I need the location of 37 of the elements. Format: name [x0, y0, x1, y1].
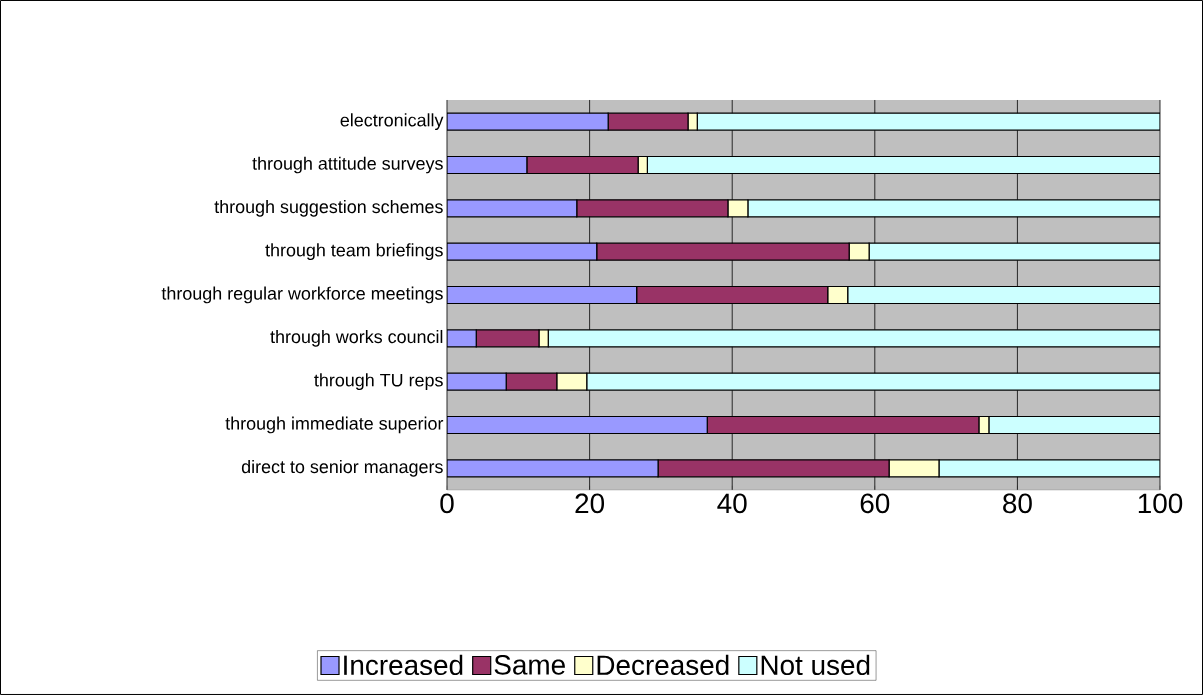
y-tick-label: through works council [270, 329, 443, 347]
bar [447, 112, 609, 131]
bar [747, 199, 1161, 218]
legend-label: Not used [761, 654, 870, 676]
x-tick-label: 100 [1138, 493, 1183, 514]
x-tick-label: 60 [860, 493, 890, 514]
legend-label: Same [494, 655, 565, 675]
x-tick-label: 40 [717, 493, 747, 514]
y-tick-label: electronically [340, 113, 444, 131]
bar [447, 459, 659, 478]
bar [696, 112, 1161, 131]
x-tick-label: 80 [1003, 493, 1032, 514]
x-tick-label: 20 [575, 493, 605, 514]
y-tick-label: through regular workforce meetings [161, 286, 443, 304]
bar [447, 242, 598, 261]
bar [447, 329, 477, 348]
bar [847, 285, 1161, 305]
y-tick-label: through attitude surveys [252, 156, 443, 174]
bar [447, 415, 708, 435]
bar [988, 415, 1161, 435]
bar [447, 155, 528, 175]
bar [447, 199, 578, 218]
y-tick-label: through TU reps [314, 373, 443, 391]
bar [547, 329, 1161, 348]
x-tick-label: 0 [440, 493, 454, 514]
bar [447, 372, 507, 391]
y-tick-label: through team briefings [265, 243, 443, 261]
bar [586, 372, 1161, 391]
y-tick-label: through immediate superior [225, 416, 444, 434]
bar [938, 459, 1161, 478]
legend-label: Decreased [597, 654, 729, 676]
bar [447, 285, 638, 305]
y-tick-label: direct to senior managers [241, 459, 443, 477]
y-tick-label: through suggestion schemes [214, 199, 443, 217]
bar [646, 155, 1161, 175]
bar [868, 242, 1161, 261]
legend-label: Increased [344, 654, 463, 676]
